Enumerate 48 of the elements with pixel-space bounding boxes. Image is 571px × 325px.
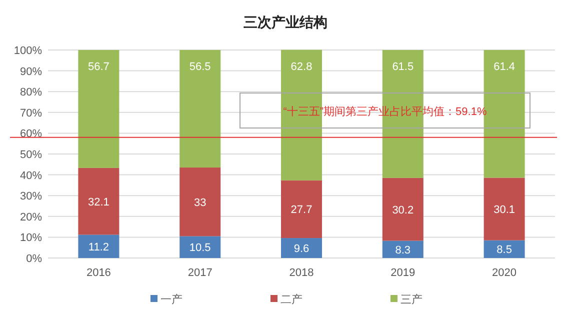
bar [382, 178, 424, 241]
x-tick-label: 2020 [492, 267, 517, 279]
bar [78, 50, 120, 168]
data-label: 56.5 [189, 61, 211, 73]
y-tick-label: 50% [20, 149, 42, 161]
y-tick-label: 80% [20, 86, 42, 99]
bar [484, 178, 525, 240]
bar [281, 50, 322, 180]
data-label: 32.1 [88, 196, 110, 208]
x-tick-label: 2018 [289, 267, 314, 279]
data-label: 61.4 [494, 61, 516, 73]
data-label: 10.5 [189, 242, 211, 254]
bar [382, 240, 424, 258]
y-tick-label: 90% [20, 66, 42, 78]
data-label: 8.5 [496, 244, 512, 256]
data-label: 11.2 [88, 241, 109, 254]
bar [281, 238, 322, 258]
bar [78, 234, 120, 258]
bar [281, 180, 322, 238]
data-label: 61.5 [392, 61, 414, 73]
y-tick-label: 60% [20, 128, 42, 140]
data-label: 62.8 [290, 60, 312, 73]
y-tick-label: 30% [20, 190, 42, 203]
bar [484, 240, 525, 258]
data-label: 30.1 [494, 204, 516, 216]
data-label: 9.6 [294, 243, 310, 256]
x-tick-label: 2017 [188, 267, 212, 279]
y-tick-label: 20% [20, 211, 42, 224]
data-label: 8.3 [395, 244, 411, 256]
data-label: 30.2 [392, 204, 414, 216]
y-tick-label: 40% [20, 170, 42, 182]
legend-label: 三产 [400, 293, 422, 306]
legend-label: 一产 [160, 293, 182, 306]
data-label: 27.7 [290, 204, 312, 216]
bar [180, 50, 221, 168]
chart-title: 三次产业结构 [244, 14, 328, 30]
data-label: 56.7 [88, 61, 110, 73]
x-tick-label: 2019 [390, 267, 416, 279]
y-tick-label: 70% [20, 107, 42, 120]
data-label: 33 [194, 196, 206, 209]
y-tick-label: 100% [14, 45, 42, 57]
legend-label: 二产 [280, 293, 302, 306]
x-tick-label: 2016 [86, 267, 111, 279]
bar [78, 168, 120, 235]
y-tick-label: 10% [20, 232, 42, 244]
bar [180, 236, 221, 258]
bar [180, 168, 221, 236]
y-tick-label: 0% [26, 253, 42, 265]
